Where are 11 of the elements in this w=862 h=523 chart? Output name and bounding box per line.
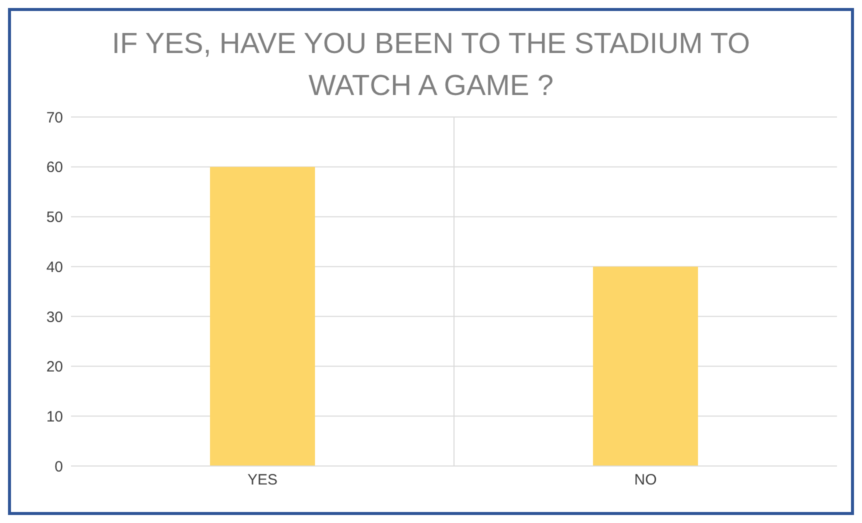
y-tick-label: 60: [46, 159, 63, 176]
x-tick-label: NO: [634, 472, 657, 489]
y-tick-label: 40: [46, 258, 63, 276]
y-tick-label: 50: [46, 209, 63, 226]
x-tick-label: YES: [247, 472, 278, 489]
y-tick-label: 30: [46, 308, 63, 326]
chart-title: IF YES, HAVE YOU BEEN TO THE STADIUM TO WATCH A GAME ?: [110, 27, 752, 104]
y-tick-label: 70: [46, 109, 63, 126]
y-tick-label: 20: [46, 358, 63, 376]
y-tick-label: 10: [46, 408, 63, 426]
y-tick-label: 0: [54, 458, 63, 476]
